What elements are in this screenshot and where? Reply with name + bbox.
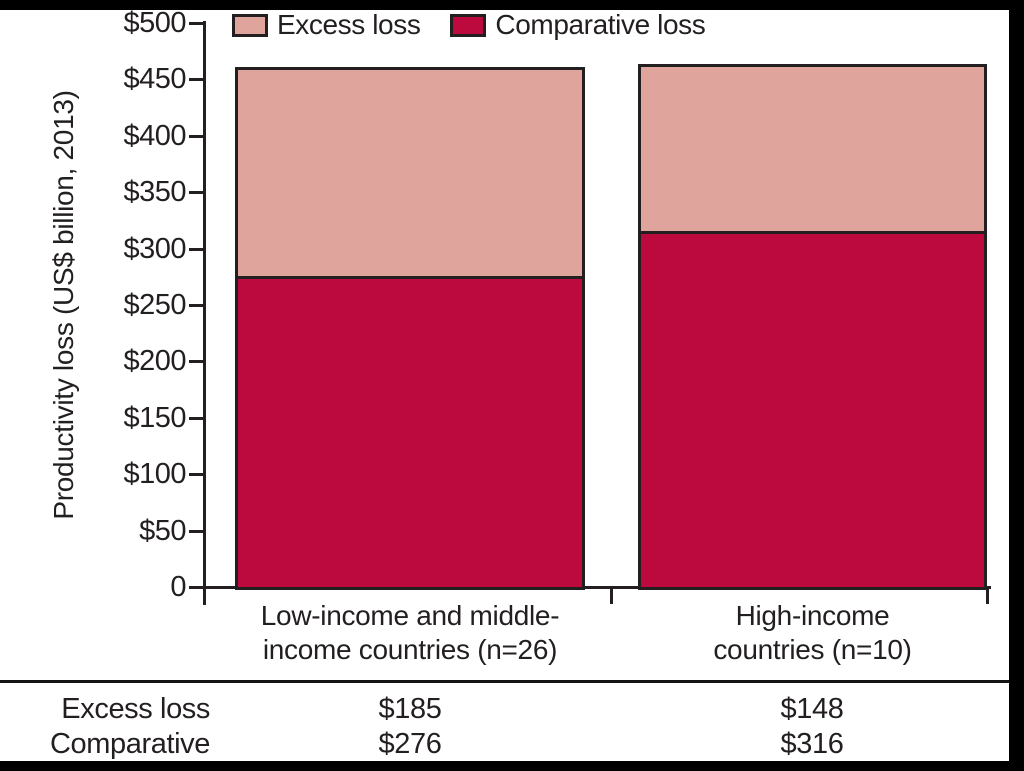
x-axis-category-label-line: countries (n=10) [713,634,912,665]
legend-label: Excess loss [277,9,421,40]
frame-right [1009,0,1024,771]
y-axis-tick-mark [189,135,204,138]
x-axis-category-label-line: High-income [735,600,890,631]
y-axis-tick-label: $400 [123,120,186,152]
x-axis-category-label-line: income countries (n=26) [262,634,558,665]
y-axis-tick-label: 0 [170,571,186,603]
y-axis-tick-mark [189,586,204,589]
table-value: $185 [378,693,442,725]
x-axis-tick-mid [610,586,613,604]
y-axis-tick-mark [189,473,204,476]
table-row: Excess loss $185 $148 [0,692,1009,727]
y-axis-tick-label: $100 [123,458,186,490]
y-axis-tick-mark [189,22,204,25]
y-axis-tick-mark [189,248,204,251]
x-axis-tick-right [986,586,989,604]
y-axis-tick-mark [189,191,204,194]
legend: Excess loss Comparative loss [232,9,706,41]
y-axis-tick-mark [189,78,204,81]
bar-segment-comparative-loss [235,276,585,590]
y-axis-tick-label: $450 [123,63,186,95]
table-row-label: Excess loss [61,693,210,725]
x-axis-category-label-line: Low-income and middle- [260,600,560,631]
table-separator-line [0,680,1009,683]
y-axis-tick-mark [189,530,204,533]
table-value: $316 [780,728,844,760]
frame-top [0,0,1024,10]
legend-label: Comparative loss [495,9,706,40]
y-axis-tick-label: $250 [123,289,186,321]
y-axis-tick-mark [189,360,204,363]
comparative-loss-swatch-icon [450,13,487,37]
y-axis-tick-label: $50 [139,515,186,547]
x-axis-line [203,586,991,589]
bar-segment-excess-loss [235,67,585,279]
y-axis-tick-label: $150 [123,402,186,434]
legend-item-comparative-loss: Comparative loss [450,9,706,41]
x-axis-category-label: High-income countries (n=10) [613,599,1013,667]
y-axis-line [203,21,206,605]
bar-segment-comparative-loss [638,231,987,590]
y-axis-tick-mark [189,417,204,420]
table-value: $148 [780,693,844,725]
bar-segment-excess-loss [638,64,987,234]
y-axis-tick-label: $350 [123,176,186,208]
y-axis-tick-label: $200 [123,345,186,377]
excess-loss-swatch-icon [232,13,268,37]
table-row: Comparative loss$276$316 [0,727,1009,771]
table-value: $276 [378,728,442,760]
x-axis-category-label: Low-income and middle-income countries (… [210,599,610,667]
legend-item-excess-loss: Excess loss [232,9,421,41]
y-axis-tick-label: $500 [123,7,186,39]
y-axis-tick-label: $300 [123,233,186,265]
frame-bottom [0,761,1024,771]
y-axis-tick-mark [189,304,204,307]
